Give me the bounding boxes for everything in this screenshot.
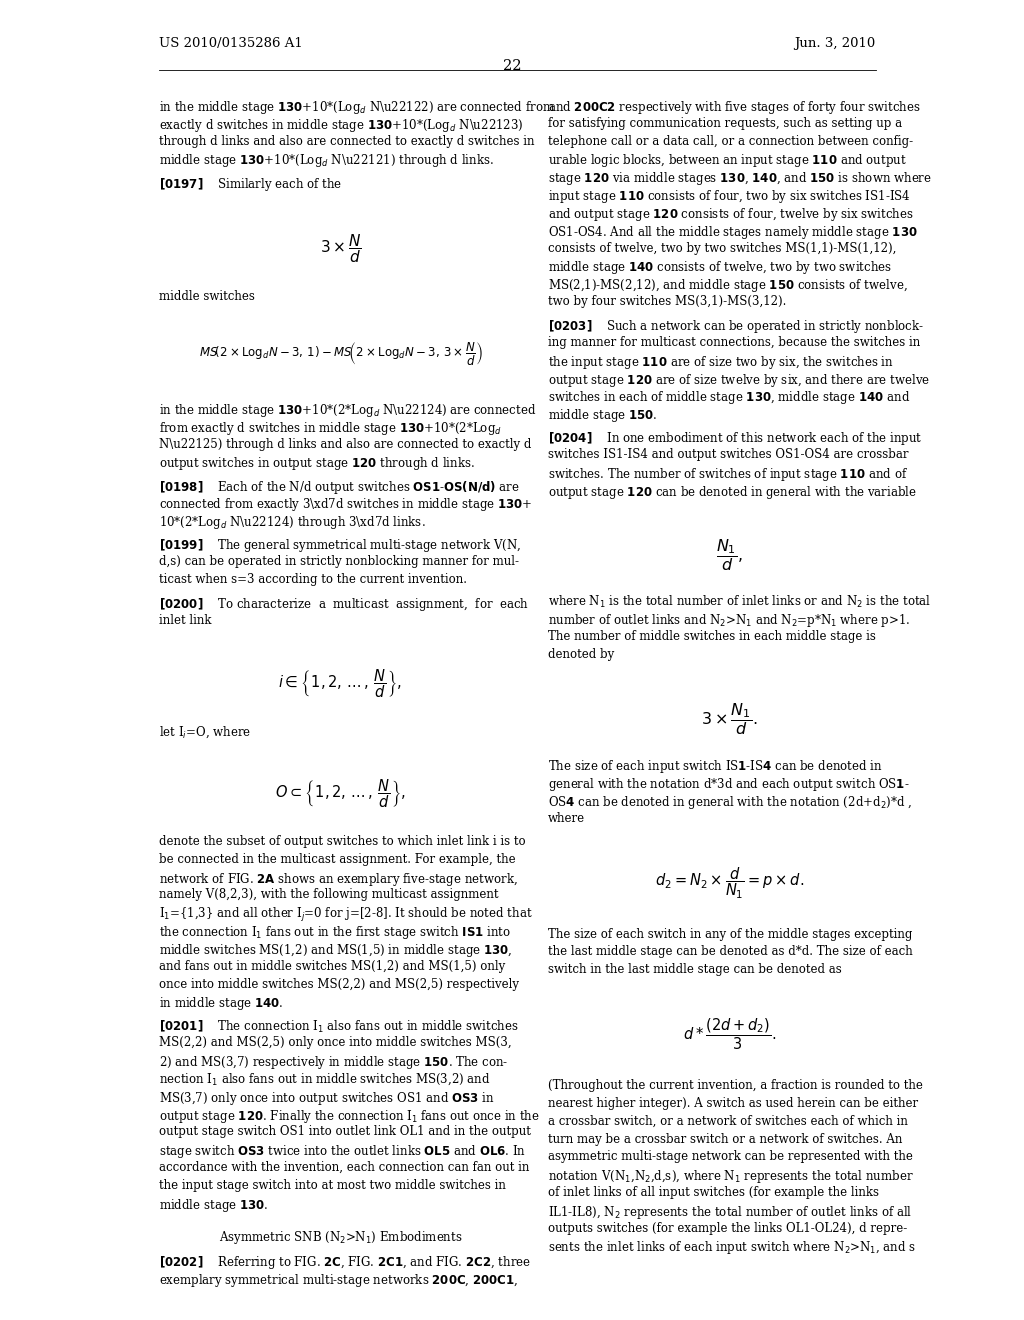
Text: Jun. 3, 2010: Jun. 3, 2010 bbox=[795, 37, 876, 50]
Text: notation V(N$_1$,N$_2$,d,s), where N$_1$ represents the total number: notation V(N$_1$,N$_2$,d,s), where N$_1$… bbox=[548, 1168, 913, 1185]
Text: exemplary symmetrical multi-stage networks $\mathbf{200C}$, $\mathbf{200C1}$,: exemplary symmetrical multi-stage networ… bbox=[159, 1271, 518, 1288]
Text: output stage $\mathbf{120}$ are of size twelve by six, and there are twelve: output stage $\mathbf{120}$ are of size … bbox=[548, 372, 930, 388]
Text: middle stage $\mathbf{130}$+10*(Log$_d$ N\u22121) through d links.: middle stage $\mathbf{130}$+10*(Log$_d$ … bbox=[159, 152, 494, 169]
Text: The number of middle switches in each middle stage is: The number of middle switches in each mi… bbox=[548, 630, 876, 643]
Text: switches IS1-IS4 and output switches OS1-OS4 are crossbar: switches IS1-IS4 and output switches OS1… bbox=[548, 449, 908, 461]
Text: through d links and also are connected to exactly d switches in: through d links and also are connected t… bbox=[159, 135, 535, 148]
Text: $O\subset\left\{1,2,\,\ldots\,,\,\dfrac{N}{d}\right\},$: $O\subset\left\{1,2,\,\ldots\,,\,\dfrac{… bbox=[275, 777, 406, 810]
Text: turn may be a crossbar switch or a network of switches. An: turn may be a crossbar switch or a netwo… bbox=[548, 1133, 902, 1146]
Text: the input stage $\mathbf{110}$ are of size two by six, the switches in: the input stage $\mathbf{110}$ are of si… bbox=[548, 354, 894, 371]
Text: asymmetric multi-stage network can be represented with the: asymmetric multi-stage network can be re… bbox=[548, 1150, 912, 1163]
Text: telephone call or a data call, or a connection between config-: telephone call or a data call, or a conn… bbox=[548, 135, 913, 148]
Text: and fans out in middle switches MS(1,2) and MS(1,5) only: and fans out in middle switches MS(1,2) … bbox=[159, 960, 505, 973]
Text: $d*\dfrac{(2d+d_2)}{3}.$: $d*\dfrac{(2d+d_2)}{3}.$ bbox=[683, 1016, 776, 1052]
Text: exactly d switches in middle stage $\mathbf{130}$+10*(Log$_d$ N\u22123): exactly d switches in middle stage $\mat… bbox=[159, 116, 523, 133]
Text: 2) and MS(3,7) respectively in middle stage $\mathbf{150}$. The con-: 2) and MS(3,7) respectively in middle st… bbox=[159, 1055, 508, 1071]
Text: general with the notation d*3d and each output switch OS$\mathbf{1}$-: general with the notation d*3d and each … bbox=[548, 776, 909, 793]
Text: $\mathbf{[0197]}$    Similarly each of the: $\mathbf{[0197]}$ Similarly each of the bbox=[159, 176, 342, 193]
Text: in the middle stage $\mathbf{130}$+10*(2*Log$_d$ N\u22124) are connected: in the middle stage $\mathbf{130}$+10*(2… bbox=[159, 401, 536, 418]
Text: switches in each of middle stage $\mathbf{130}$, middle stage $\mathbf{140}$ and: switches in each of middle stage $\mathb… bbox=[548, 389, 910, 407]
Text: $\mathbf{[0198]}$    Each of the N/d output switches $\mathbf{OS1}$-$\mathbf{OS(: $\mathbf{[0198]}$ Each of the N/d output… bbox=[159, 479, 519, 495]
Text: 10*(2*Log$_d$ N\u22124) through 3\xd7d links.: 10*(2*Log$_d$ N\u22124) through 3\xd7d l… bbox=[159, 515, 425, 531]
Text: output switches in output stage $\mathbf{120}$ through d links.: output switches in output stage $\mathbf… bbox=[159, 455, 475, 473]
Text: for satisfying communication requests, such as setting up a: for satisfying communication requests, s… bbox=[548, 116, 902, 129]
Text: middle stage $\mathbf{130}$.: middle stage $\mathbf{130}$. bbox=[159, 1197, 268, 1213]
Text: (Throughout the current invention, a fraction is rounded to the: (Throughout the current invention, a fra… bbox=[548, 1078, 923, 1092]
Text: and output stage $\mathbf{120}$ consists of four, twelve by six switches: and output stage $\mathbf{120}$ consists… bbox=[548, 206, 913, 223]
Text: two by four switches MS(3,1)-MS(3,12).: two by four switches MS(3,1)-MS(3,12). bbox=[548, 294, 786, 308]
Text: denoted by: denoted by bbox=[548, 648, 614, 661]
Text: where N$_1$ is the total number of inlet links or and N$_2$ is the total: where N$_1$ is the total number of inlet… bbox=[548, 594, 931, 610]
Text: urable logic blocks, between an input stage $\mathbf{110}$ and output: urable logic blocks, between an input st… bbox=[548, 152, 906, 169]
Text: be connected in the multicast assignment. For example, the: be connected in the multicast assignment… bbox=[159, 853, 515, 866]
Text: the connection I$_1$ fans out in the first stage switch $\mathbf{IS1}$ into: the connection I$_1$ fans out in the fir… bbox=[159, 924, 511, 941]
Text: and $\mathbf{200C2}$ respectively with five stages of forty four switches: and $\mathbf{200C2}$ respectively with f… bbox=[548, 99, 921, 116]
Text: US 2010/0135286 A1: US 2010/0135286 A1 bbox=[159, 37, 302, 50]
Text: $\mathbf{[0200]}$    To characterize  a  multicast  assignment,  for  each: $\mathbf{[0200]}$ To characterize a mult… bbox=[159, 597, 528, 614]
Text: $\dfrac{N_1}{d},$: $\dfrac{N_1}{d},$ bbox=[716, 537, 743, 573]
Text: middle stage $\mathbf{150}$.: middle stage $\mathbf{150}$. bbox=[548, 408, 657, 424]
Text: a crossbar switch, or a network of switches each of which in: a crossbar switch, or a network of switc… bbox=[548, 1114, 907, 1127]
Text: the last middle stage can be denoted as d*d. The size of each: the last middle stage can be denoted as … bbox=[548, 945, 912, 958]
Text: from exactly d switches in middle stage $\mathbf{130}$+10*(2*Log$_d$: from exactly d switches in middle stage … bbox=[159, 420, 502, 437]
Text: outputs switches (for example the links OL1-OL24), d repre-: outputs switches (for example the links … bbox=[548, 1221, 907, 1234]
Text: 22: 22 bbox=[503, 59, 521, 74]
Text: $\mathbf{[0203]}$    Such a network can be operated in strictly nonblock-: $\mathbf{[0203]}$ Such a network can be … bbox=[548, 318, 924, 335]
Text: $i\in\left\{1,2,\,\ldots\,,\,\dfrac{N}{d}\right\},$: $i\in\left\{1,2,\,\ldots\,,\,\dfrac{N}{d… bbox=[279, 668, 402, 700]
Text: nearest higher integer). A switch as used herein can be either: nearest higher integer). A switch as use… bbox=[548, 1097, 918, 1110]
Text: switch in the last middle stage can be denoted as: switch in the last middle stage can be d… bbox=[548, 964, 842, 977]
Text: $\mathbf{[0201]}$    The connection I$_1$ also fans out in middle switches: $\mathbf{[0201]}$ The connection I$_1$ a… bbox=[159, 1019, 518, 1035]
Text: MS(2,1)-MS(2,12), and middle stage $\mathbf{150}$ consists of twelve,: MS(2,1)-MS(2,12), and middle stage $\mat… bbox=[548, 277, 907, 294]
Text: inlet link: inlet link bbox=[159, 614, 211, 627]
Text: middle switches: middle switches bbox=[159, 289, 255, 302]
Text: The size of each switch in any of the middle stages excepting: The size of each switch in any of the mi… bbox=[548, 928, 912, 941]
Text: switches. The number of switches of input stage $\mathbf{110}$ and of: switches. The number of switches of inpu… bbox=[548, 466, 908, 483]
Text: ticast when s=3 according to the current invention.: ticast when s=3 according to the current… bbox=[159, 573, 467, 586]
Text: accordance with the invention, each connection can fan out in: accordance with the invention, each conn… bbox=[159, 1162, 529, 1173]
Text: $\mathbf{[0202]}$    Referring to FIG. $\mathbf{2C}$, FIG. $\mathbf{2C1}$, and F: $\mathbf{[0202]}$ Referring to FIG. $\ma… bbox=[159, 1254, 530, 1271]
Text: output stage $\mathbf{120}$ can be denoted in general with the variable: output stage $\mathbf{120}$ can be denot… bbox=[548, 484, 916, 500]
Text: the input stage switch into at most two middle switches in: the input stage switch into at most two … bbox=[159, 1179, 506, 1192]
Text: stage $\mathbf{120}$ via middle stages $\mathbf{130}$, $\mathbf{140}$, and $\mat: stage $\mathbf{120}$ via middle stages $… bbox=[548, 170, 932, 187]
Text: I$_1$={1,3} and all other I$_j$=0 for j=[2-8]. It should be noted that: I$_1$={1,3} and all other I$_j$=0 for j=… bbox=[159, 907, 532, 924]
Text: MS(2,2) and MS(2,5) only once into middle switches MS(3,: MS(2,2) and MS(2,5) only once into middl… bbox=[159, 1036, 511, 1049]
Text: $\mathbf{[0199]}$    The general symmetrical multi-stage network V(N,: $\mathbf{[0199]}$ The general symmetrica… bbox=[159, 537, 521, 554]
Text: $\mathbf{[0204]}$    In one embodiment of this network each of the input: $\mathbf{[0204]}$ In one embodiment of t… bbox=[548, 430, 923, 447]
Text: nection I$_1$ also fans out in middle switches MS(3,2) and: nection I$_1$ also fans out in middle sw… bbox=[159, 1072, 490, 1088]
Text: stage switch $\mathbf{OS3}$ twice into the outlet links $\mathbf{OL5}$ and $\mat: stage switch $\mathbf{OS3}$ twice into t… bbox=[159, 1143, 525, 1160]
Text: of inlet links of all input switches (for example the links: of inlet links of all input switches (fo… bbox=[548, 1185, 879, 1199]
Text: namely V(8,2,3), with the following multicast assignment: namely V(8,2,3), with the following mult… bbox=[159, 888, 499, 902]
Text: $MS\!\left(2\times\mathrm{Log}_d N-3,\,1\right)-MS\!\left(2\times\mathrm{Log}_d : $MS\!\left(2\times\mathrm{Log}_d N-3,\,1… bbox=[199, 339, 482, 367]
Text: once into middle switches MS(2,2) and MS(2,5) respectively: once into middle switches MS(2,2) and MS… bbox=[159, 978, 519, 990]
Text: $3\times\dfrac{N}{d}$: $3\times\dfrac{N}{d}$ bbox=[319, 232, 361, 265]
Text: The size of each input switch IS$\mathbf{1}$-IS$\mathbf{4}$ can be denoted in: The size of each input switch IS$\mathbf… bbox=[548, 758, 883, 775]
Text: middle stage $\mathbf{140}$ consists of twelve, two by two switches: middle stage $\mathbf{140}$ consists of … bbox=[548, 259, 892, 276]
Text: middle switches MS(1,2) and MS(1,5) in middle stage $\mathbf{130}$,: middle switches MS(1,2) and MS(1,5) in m… bbox=[159, 942, 512, 958]
Text: sents the inlet links of each input switch where N$_2$>N$_1$, and s: sents the inlet links of each input swit… bbox=[548, 1239, 916, 1257]
Text: OS1-OS4. And all the middle stages namely middle stage $\mathbf{130}$: OS1-OS4. And all the middle stages namel… bbox=[548, 223, 918, 240]
Text: $d_2=N_2\times\dfrac{d}{N_1}=p\times d.$: $d_2=N_2\times\dfrac{d}{N_1}=p\times d.$ bbox=[655, 865, 804, 900]
Text: network of FIG. $\mathbf{2A}$ shows an exemplary five-stage network,: network of FIG. $\mathbf{2A}$ shows an e… bbox=[159, 871, 517, 887]
Text: in middle stage $\mathbf{140}$.: in middle stage $\mathbf{140}$. bbox=[159, 995, 284, 1012]
Text: $3\times\dfrac{N_1}{d}.$: $3\times\dfrac{N_1}{d}.$ bbox=[701, 701, 758, 737]
Text: input stage $\mathbf{110}$ consists of four, two by six switches IS1-IS4: input stage $\mathbf{110}$ consists of f… bbox=[548, 187, 910, 205]
Text: number of outlet links and N$_2$>N$_1$ and N$_2$=p*N$_1$ where p>1.: number of outlet links and N$_2$>N$_1$ a… bbox=[548, 612, 910, 630]
Text: let I$_i$=O, where: let I$_i$=O, where bbox=[159, 725, 251, 741]
Text: OS$\mathbf{4}$ can be denoted in general with the notation (2d+d$_2$)*d ,: OS$\mathbf{4}$ can be denoted in general… bbox=[548, 793, 911, 810]
Text: IL1-IL8), N$_2$ represents the total number of outlet links of all: IL1-IL8), N$_2$ represents the total num… bbox=[548, 1204, 912, 1221]
Text: denote the subset of output switches to which inlet link i is to: denote the subset of output switches to … bbox=[159, 836, 525, 847]
Text: d,s) can be operated in strictly nonblocking manner for mul-: d,s) can be operated in strictly nonbloc… bbox=[159, 556, 519, 568]
Text: in the middle stage $\mathbf{130}$+10*(Log$_d$ N\u22122) are connected from: in the middle stage $\mathbf{130}$+10*(L… bbox=[159, 99, 555, 116]
Text: consists of twelve, two by two switches MS(1,1)-MS(1,12),: consists of twelve, two by two switches … bbox=[548, 242, 896, 255]
Text: output stage $\mathbf{120}$. Finally the connection I$_1$ fans out once in the: output stage $\mathbf{120}$. Finally the… bbox=[159, 1107, 540, 1125]
Text: where: where bbox=[548, 812, 585, 825]
Text: output stage switch OS1 into outlet link OL1 and in the output: output stage switch OS1 into outlet link… bbox=[159, 1126, 530, 1138]
Text: MS(3,7) only once into output switches OS1 and $\mathbf{OS3}$ in: MS(3,7) only once into output switches O… bbox=[159, 1090, 495, 1106]
Text: ing manner for multicast connections, because the switches in: ing manner for multicast connections, be… bbox=[548, 337, 921, 348]
Text: N\u22125) through d links and also are connected to exactly d: N\u22125) through d links and also are c… bbox=[159, 437, 531, 450]
Text: Asymmetric SNB (N$_2$>N$_1$) Embodiments: Asymmetric SNB (N$_2$>N$_1$) Embodiments bbox=[219, 1229, 462, 1246]
Text: connected from exactly 3\xd7d switches in middle stage $\mathbf{130}$+: connected from exactly 3\xd7d switches i… bbox=[159, 496, 532, 513]
